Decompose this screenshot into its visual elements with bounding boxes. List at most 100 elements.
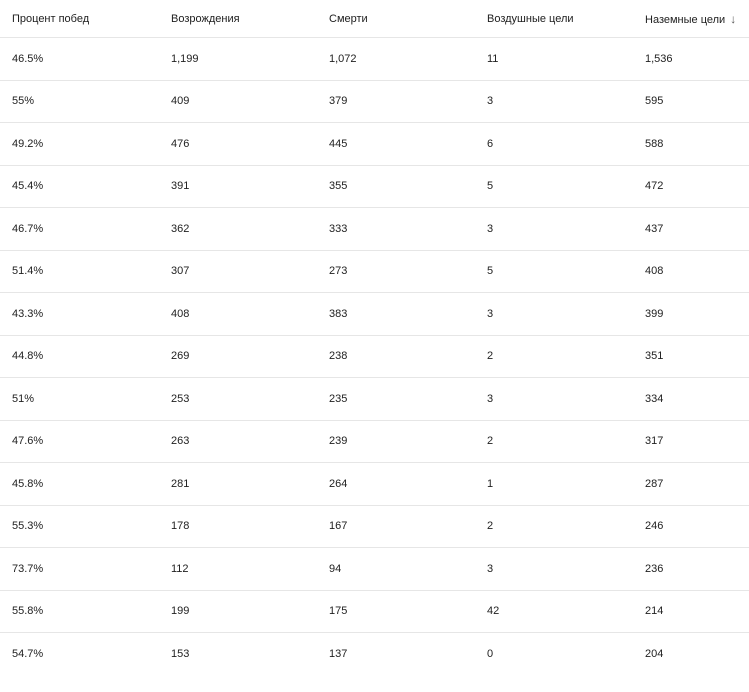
cell-ground-targets: 236 (645, 562, 664, 575)
cell-air-targets: 1 (487, 477, 494, 490)
cell-win-rate: 45.8% (12, 477, 44, 490)
cell-ground-targets: 334 (645, 392, 664, 405)
cell-deaths: 379 (329, 95, 348, 108)
cell-respawns: 1,199 (171, 52, 199, 65)
cell-win-rate: 55% (12, 95, 35, 108)
cell-air-targets: 2 (487, 350, 494, 363)
header-label: Процент побед (12, 12, 90, 25)
cell-win-rate: 43.3% (12, 307, 44, 320)
cell-air-targets: 0 (487, 648, 494, 661)
table-body: 46.5% 1,199 1,072 11 1,536 55% 409 379 3 595 49.2%… (0, 38, 749, 676)
cell-ground-targets: 351 (645, 350, 664, 363)
cell-respawns: 281 (171, 477, 190, 490)
cell-respawns: 269 (171, 350, 190, 363)
cell-deaths: 333 (329, 222, 348, 235)
cell-respawns: 178 (171, 520, 190, 533)
cell-air-targets: 3 (487, 307, 494, 320)
cell-respawns: 409 (171, 95, 190, 108)
header-respawns[interactable]: Возрождения (159, 13, 317, 25)
cell-air-targets: 42 (487, 605, 500, 618)
cell-air-targets: 11 (487, 52, 499, 65)
table-row: 55% 409 379 3 595 (0, 81, 749, 123)
cell-deaths: 137 (329, 648, 348, 661)
table-row: 43.3% 408 383 3 399 (0, 293, 749, 336)
table-row: 46.5% 1,199 1,072 11 1,536 (0, 38, 749, 81)
cell-respawns: 263 (171, 435, 190, 448)
table-row: 46.7% 362 333 3 437 (0, 208, 749, 251)
header-label: Смерти (329, 12, 368, 25)
table-row: 49.2% 476 445 6 588 (0, 123, 749, 166)
cell-respawns: 153 (171, 648, 190, 661)
cell-ground-targets: 246 (645, 520, 664, 533)
cell-win-rate: 51.4% (12, 265, 44, 278)
cell-ground-targets: 317 (645, 435, 664, 448)
table-header: Процент побед Возрождения Смерти Воздушн… (0, 0, 749, 38)
cell-ground-targets: 437 (645, 222, 664, 235)
cell-win-rate: 73.7% (12, 562, 44, 575)
arrow-down-icon: ↓ (730, 11, 737, 26)
table-row: 55.8% 199 175 42 214 (0, 591, 749, 633)
cell-air-targets: 2 (487, 520, 494, 533)
cell-ground-targets: 408 (645, 265, 664, 278)
cell-deaths: 445 (329, 137, 348, 150)
cell-air-targets: 3 (487, 222, 494, 235)
cell-win-rate: 49.2% (12, 137, 44, 150)
cell-ground-targets: 595 (645, 95, 664, 108)
cell-deaths: 238 (329, 350, 348, 363)
cell-deaths: 239 (329, 435, 348, 448)
table-row: 44.8% 269 238 2 351 (0, 336, 749, 378)
header-label: Возрождения (171, 12, 240, 25)
header-label: Наземные цели (645, 13, 726, 26)
table-row: 51.4% 307 273 5 408 (0, 251, 749, 293)
cell-deaths: 175 (329, 605, 348, 618)
table-row: 45.4% 391 355 5 472 (0, 166, 749, 208)
cell-air-targets: 3 (487, 562, 494, 575)
table-row: 51% 253 235 3 334 (0, 378, 749, 421)
table-row: 55.3% 178 167 2 246 (0, 506, 749, 548)
cell-ground-targets: 399 (645, 307, 664, 320)
cell-win-rate: 46.5% (12, 52, 44, 65)
cell-deaths: 1,072 (329, 52, 357, 65)
cell-win-rate: 55.3% (12, 520, 44, 533)
cell-ground-targets: 214 (645, 605, 664, 618)
header-win-rate[interactable]: Процент побед (0, 13, 159, 25)
cell-respawns: 362 (171, 222, 190, 235)
cell-respawns: 391 (171, 180, 190, 193)
cell-win-rate: 55.8% (12, 605, 44, 618)
cell-ground-targets: 204 (645, 648, 664, 661)
cell-ground-targets: 472 (645, 180, 664, 193)
cell-win-rate: 45.4% (12, 180, 44, 193)
cell-ground-targets: 588 (645, 137, 664, 150)
header-air-targets[interactable]: Воздушные цели (475, 13, 633, 25)
cell-air-targets: 5 (487, 265, 494, 278)
cell-respawns: 112 (171, 562, 189, 575)
cell-air-targets: 3 (487, 392, 494, 405)
cell-win-rate: 46.7% (12, 222, 44, 235)
cell-deaths: 355 (329, 180, 348, 193)
cell-respawns: 253 (171, 392, 190, 405)
cell-win-rate: 51% (12, 392, 35, 405)
header-deaths[interactable]: Смерти (317, 13, 475, 25)
cell-respawns: 199 (171, 605, 190, 618)
stats-table: Процент побед Возрождения Смерти Воздушн… (0, 0, 749, 676)
cell-deaths: 264 (329, 477, 348, 490)
cell-respawns: 408 (171, 307, 190, 320)
cell-air-targets: 6 (487, 137, 494, 150)
cell-deaths: 167 (329, 520, 348, 533)
table-row: 54.7% 153 137 0 204 (0, 633, 749, 676)
cell-respawns: 476 (171, 137, 190, 150)
cell-air-targets: 3 (487, 95, 494, 108)
header-ground-targets[interactable]: Наземные цели ↓ (633, 12, 749, 26)
header-label: Воздушные цели (487, 12, 574, 25)
table-row: 47.6% 263 239 2 317 (0, 421, 749, 463)
table-row: 45.8% 281 264 1 287 (0, 463, 749, 506)
table-row: 73.7% 112 94 3 236 (0, 548, 749, 591)
cell-ground-targets: 287 (645, 477, 664, 490)
cell-respawns: 307 (171, 265, 190, 278)
cell-deaths: 383 (329, 307, 348, 320)
cell-deaths: 273 (329, 265, 348, 278)
cell-win-rate: 44.8% (12, 350, 44, 363)
cell-deaths: 235 (329, 392, 348, 405)
cell-air-targets: 5 (487, 180, 494, 193)
cell-ground-targets: 1,536 (645, 52, 673, 65)
